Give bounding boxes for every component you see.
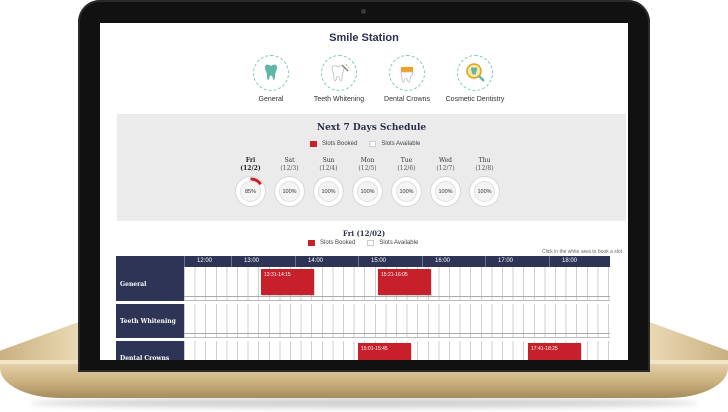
service-cosmetic-dentistry[interactable]: Cosmetic Dentistry: [442, 55, 508, 105]
app-title: Smile Station: [329, 32, 399, 44]
service-general[interactable]: General: [238, 55, 304, 105]
webcam: [361, 9, 366, 14]
service-dental-crowns[interactable]: Dental Crowns: [374, 55, 440, 105]
day-name: Wed: [438, 157, 453, 164]
timeline-row-general: General 13:31-14:15 15:21-16:05: [116, 267, 610, 302]
service-label: Dental Crowns: [384, 96, 430, 103]
row-label: General: [116, 267, 184, 301]
week-schedule-title: Next 7 Days Schedule: [316, 123, 427, 133]
day-date: (12/4): [319, 165, 338, 172]
availability-value: 100%: [279, 181, 300, 202]
hour-label: 14:00: [295, 256, 358, 267]
legend-available: Slots Available: [367, 240, 418, 246]
timeline-track[interactable]: 15:01-15:45 17:41-18:25: [184, 341, 610, 360]
day-sat[interactable]: Sat (12/3) 100%: [275, 157, 304, 206]
day-tue[interactable]: Tue (12/6) 100%: [392, 157, 421, 206]
timeline-header: 12:00 13:00 14:00 15:00 16:00 17:00 18:0…: [116, 256, 610, 267]
availability-value: 85%: [240, 181, 261, 202]
timeline-track[interactable]: [184, 304, 610, 338]
day-name: Fri: [245, 157, 256, 164]
day-name: Sun: [322, 157, 335, 164]
day-mon[interactable]: Mon (12/5) 100%: [353, 157, 382, 206]
availability-value: 100%: [396, 181, 417, 202]
magnifier-tooth-icon: [457, 55, 493, 91]
day-name: Mon: [360, 157, 375, 164]
laptop-base-left: [0, 320, 84, 364]
day-schedule-title: Fri (12/02): [342, 229, 386, 238]
day-date: (12/6): [397, 165, 416, 172]
day-date: (12/2): [240, 165, 261, 172]
availability-ring: 100%: [275, 177, 304, 206]
day-date: (12/7): [436, 165, 455, 172]
hour-label: 15:00: [358, 256, 422, 267]
availability-ring: 100%: [392, 177, 421, 206]
availability-value: 100%: [474, 181, 495, 202]
day-legend: Slots Booked Slots Available: [308, 240, 418, 246]
day-thu[interactable]: Thu (12/8) 100%: [470, 157, 499, 206]
service-label: General: [258, 96, 284, 103]
row-label: Teeth Whitening: [116, 304, 184, 338]
day-fri[interactable]: Fri (12/2) 85%: [236, 157, 265, 206]
legend-booked: Slots Booked: [308, 240, 355, 246]
day-date: (12/8): [475, 165, 494, 172]
day-name: Thu: [478, 157, 491, 164]
service-label: Teeth Whitening: [313, 96, 365, 103]
available-swatch: [369, 141, 377, 147]
service-list: General Teeth Whitening Dental Crowns Co…: [238, 55, 508, 105]
availability-value: 100%: [435, 181, 456, 202]
availability-ring: 100%: [314, 177, 343, 206]
hour-label: 17:00: [485, 256, 549, 267]
booked-slot[interactable]: 13:31-14:15: [261, 269, 314, 295]
laptop-shadow: [30, 398, 698, 408]
legend-available: Slots Available: [369, 141, 420, 147]
hour-label: 13:00: [231, 256, 295, 267]
crown-tooth-icon: [389, 55, 425, 91]
day-timeline: 12:00 13:00 14:00 15:00 16:00 17:00 18:0…: [116, 256, 610, 360]
day-sun[interactable]: Sun (12/4) 100%: [314, 157, 343, 206]
booked-slot[interactable]: 15:21-16:05: [378, 269, 431, 295]
hour-label: 12:00: [184, 256, 231, 267]
availability-ring: 100%: [353, 177, 382, 206]
timeline-row-teeth-whitening: Teeth Whitening: [116, 304, 610, 339]
booked-slot[interactable]: 17:41-18:25: [528, 343, 581, 360]
day-name: Tue: [400, 157, 413, 164]
availability-ring: 100%: [431, 177, 460, 206]
availability-value: 100%: [357, 181, 378, 202]
availability-ring: 85%: [236, 177, 265, 206]
booked-swatch: [310, 141, 317, 147]
legend-booked: Slots Booked: [310, 141, 357, 147]
timeline-track[interactable]: 13:31-14:15 15:21-16:05: [184, 267, 610, 301]
week-schedule-panel: Next 7 Days Schedule Slots Booked Slots …: [117, 114, 626, 221]
day-name: Sat: [284, 157, 295, 164]
hour-label: 18:00: [549, 256, 610, 267]
booked-slot[interactable]: 15:01-15:45: [358, 343, 411, 360]
availability-ring: 100%: [470, 177, 499, 206]
availability-value: 100%: [318, 181, 339, 202]
day-date: (12/3): [280, 165, 299, 172]
available-swatch: [367, 240, 375, 246]
service-label: Cosmetic Dentistry: [445, 96, 505, 103]
tooth-icon: [253, 55, 289, 91]
day-wed[interactable]: Wed (12/7) 100%: [431, 157, 460, 206]
row-label: Dental Crowns: [116, 341, 184, 360]
service-teeth-whitening[interactable]: Teeth Whitening: [306, 55, 372, 105]
day-date: (12/5): [358, 165, 377, 172]
laptop-base-right: [644, 320, 728, 364]
day-list: Fri (12/2) 85% Sat (12/3) 100% Sun (12/4…: [236, 157, 499, 206]
hour-label: 16:00: [422, 256, 485, 267]
timeline-row-dental-crowns: Dental Crowns 15:01-15:45 17:41-18:25: [116, 341, 610, 360]
app-screen: Smile Station General Teeth Whitening De…: [100, 23, 628, 360]
booked-swatch: [308, 240, 315, 246]
booking-hint: Click in the white area to book a slot: [541, 249, 622, 255]
whitening-tooth-icon: [321, 55, 357, 91]
week-legend: Slots Booked Slots Available: [310, 141, 420, 147]
